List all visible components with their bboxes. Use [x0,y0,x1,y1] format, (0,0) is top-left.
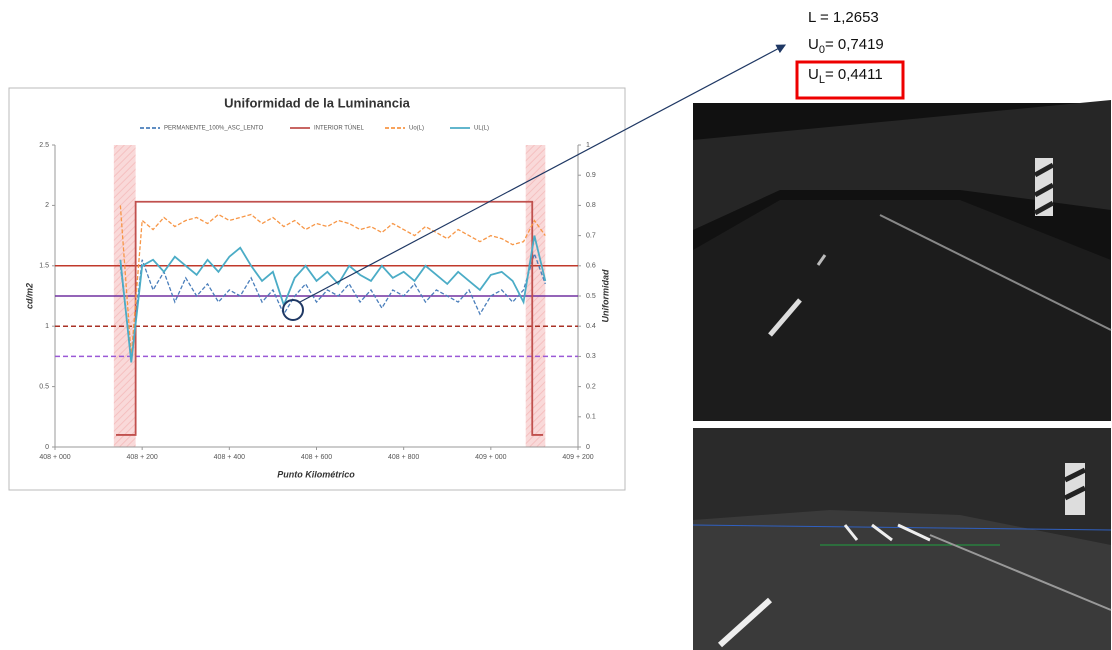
legend-label: INTERIOR TÚNEL [314,125,365,132]
y2-axis-title: Uniformidad [600,269,610,323]
annotation: UL= 0,4411 [808,66,883,86]
highlight-circle [282,299,304,321]
chart-frame [8,87,626,491]
x-tick-label: 409 + 000 [475,454,506,461]
annotation: L = 1,2653 [808,9,879,26]
legend-label: Uo(L) [409,126,424,132]
highlight-box [795,60,905,100]
x-tick-label: 408 + 000 [39,454,70,461]
annotation-subscript: L [819,74,825,86]
annotation-subscript: 0 [819,44,825,56]
photo-top [693,100,1112,421]
y2-tick-label: 0.5 [586,293,596,300]
annotation-text: U [808,36,819,53]
annotation-value: = 0,7419 [825,36,884,53]
series-line [119,235,547,363]
legend-label: PERMANENTE_100%_ASC_LENTO [164,126,264,132]
legend-label: UL(L) [474,126,489,132]
y-tick-label: 0 [45,444,49,451]
y2-tick-label: 0.2 [586,383,596,390]
x-axis-title: Punto Kilométrico [277,469,355,479]
y2-tick-label: 0.4 [586,323,596,330]
chart-title: Uniformidad de la Luminancia [224,95,410,110]
y2-tick-label: 0.9 [586,172,596,179]
annotation-text: L = 1,2653 [808,9,879,26]
y2-tick-label: 0.6 [586,263,596,270]
series-line [116,200,544,436]
y2-tick-label: 0.1 [586,414,596,421]
x-tick-label: 409 + 200 [562,454,593,461]
y-tick-label: 0.5 [39,383,49,390]
plot: 0 0.5 1 1.5 2 2.5 0 0.1 0.2 0.3 0.4 0.5 0.6 0.7 0.8 0.9… [39,125,596,461]
x-tick-label: 408 + 200 [126,454,157,461]
series-line [119,251,546,357]
x-tick-label: 408 + 600 [301,454,332,461]
y2-tick-label: 1 [586,142,590,149]
y-tick-label: 1.5 [39,263,49,270]
annotation-value: = 0,4411 [825,66,883,83]
series-line [119,205,546,357]
annotation: U0= 0,7419 [808,36,884,56]
x-tick-label: 408 + 800 [388,454,419,461]
y2-tick-label: 0.3 [586,353,596,360]
photo-bottom [692,428,1112,650]
y-axis-title: cd/m2 [24,283,34,309]
y-tick-label: 2 [45,202,49,209]
y-tick-label: 1 [45,323,49,330]
y2-tick-label: 0 [586,444,590,451]
annotation-text: U [808,66,819,83]
y2-tick-label: 0.8 [586,202,596,209]
y2-tick-label: 0.7 [586,232,596,239]
y-tick-label: 2.5 [39,142,49,149]
arrow [299,44,787,303]
x-tick-label: 408 + 400 [214,454,245,461]
